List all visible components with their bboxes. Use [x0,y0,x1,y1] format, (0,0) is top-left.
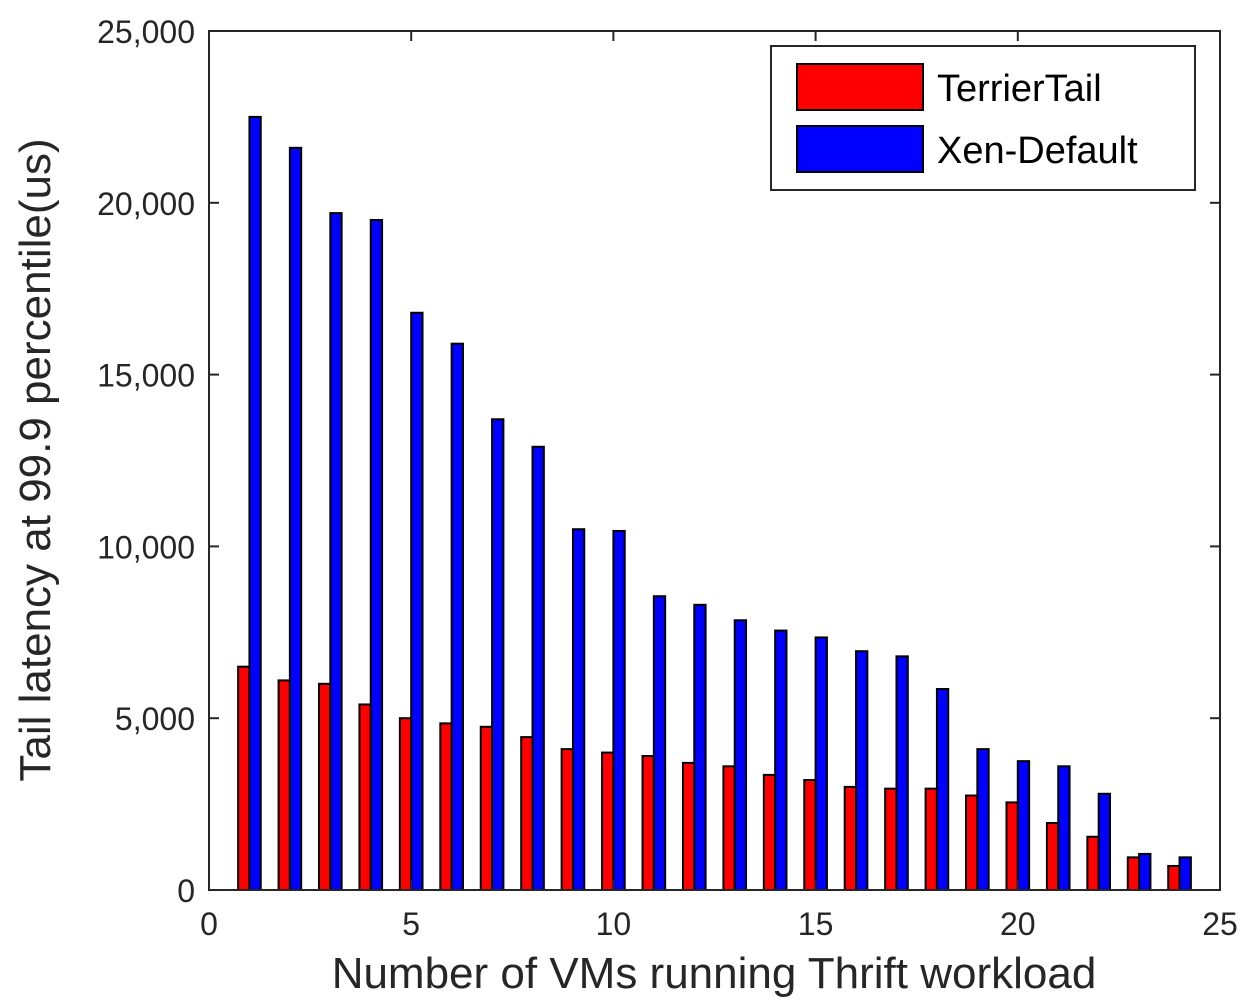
bar-xen-default-2 [288,146,303,891]
x-axis-label: Number of VMs running Thrift workload [332,949,1097,998]
bar-xen-default-14 [774,629,788,892]
x-tick-label: 10 [596,906,632,942]
x-tick-label: 25 [1202,906,1238,942]
bar-terriertail-5 [398,717,413,892]
bar-xen-default-8 [531,445,545,891]
bar-terriertail-19 [965,794,979,892]
bar-terriertail-23 [1126,856,1141,891]
bar-terriertail-13 [722,765,736,891]
bar-xen-default-24 [1178,856,1192,891]
bar-xen-default-6 [450,342,464,891]
bar-terriertail-2 [277,679,291,892]
x-tick-label: 20 [1000,906,1036,942]
bar-terriertail-3 [318,682,332,892]
y-tick-label: 15,000 [97,358,195,394]
y-tick-label: 20,000 [97,186,195,222]
bar-terriertail-9 [560,748,574,891]
bar-xen-default-18 [935,687,950,891]
bar-xen-default-10 [612,529,626,891]
legend: TerrierTail Xen-Default [770,45,1196,191]
y-tick-label: 10,000 [97,529,195,565]
y-tick-label: 0 [177,873,195,909]
bar-terriertail-12 [681,761,696,891]
legend-swatch-terriertail [796,63,924,111]
bar-terriertail-21 [1045,822,1060,891]
bar-terriertail-15 [803,779,817,891]
legend-swatch-xen-default [796,125,924,173]
bar-xen-default-16 [855,650,869,892]
bar-terriertail-24 [1167,864,1181,892]
legend-label-terriertail: TerrierTail [937,68,1102,110]
y-tick-label: 25,000 [97,14,195,50]
axes-frame [208,30,1221,891]
bar-terriertail-17 [884,787,898,892]
y-axis-label: Tail latency at 99.9 percentile(us) [11,138,60,781]
bar-xen-default-3 [329,212,343,892]
bar-terriertail-8 [520,736,534,891]
bar-terriertail-10 [601,751,615,891]
bar-xen-default-11 [652,595,667,891]
bar-xen-default-12 [693,603,707,891]
bar-xen-default-4 [369,218,384,892]
bar-terriertail-20 [1005,801,1019,892]
bar-terriertail-6 [439,722,453,891]
legend-label-xen-default: Xen-Default [937,130,1138,172]
bar-xen-default-13 [733,619,748,892]
bar-xen-default-23 [1138,852,1152,891]
bar-xen-default-19 [976,748,990,891]
axes-layer: 0 5 10 15 20 25 0 5,000 10,000 15,000 20,000 25,000 [97,14,1238,942]
x-tick-label: 5 [402,906,420,942]
bar-xen-default-17 [895,655,909,891]
x-tick-label: 0 [200,906,218,942]
bar-terriertail-18 [924,787,938,892]
bar-terriertail-1 [237,665,251,891]
bar-xen-default-5 [410,311,424,891]
y-tick-label: 5,000 [115,701,195,737]
bar-terriertail-14 [762,773,777,892]
x-tick-label: 15 [798,906,834,942]
bar-xen-default-20 [1016,760,1031,892]
bar-xen-default-9 [571,528,586,891]
bar-terriertail-11 [641,755,655,891]
bar-xen-default-1 [248,115,262,891]
bar-terriertail-22 [1086,835,1100,891]
bar-xen-default-22 [1097,792,1112,891]
bar-terriertail-4 [358,703,372,892]
bar-terriertail-7 [479,725,494,891]
bar-terriertail-16 [843,785,858,891]
bar-xen-default-7 [491,418,505,891]
bar-xen-default-21 [1057,765,1071,891]
bar-xen-default-15 [814,636,828,892]
